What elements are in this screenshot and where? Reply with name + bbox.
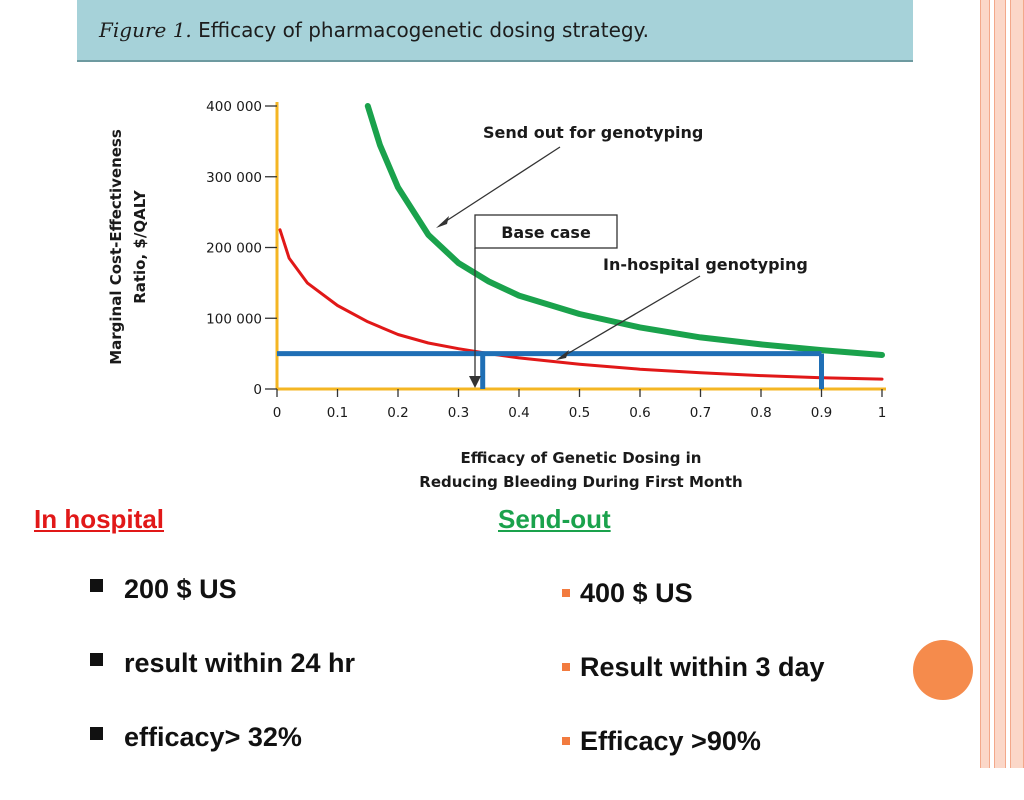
bullet-square-icon	[90, 579, 103, 592]
x-tick-label: 0.7	[690, 405, 711, 421]
figure-title-text: Efficacy of pharmacogenetic dosing strat…	[198, 18, 649, 42]
annotations: Send out for genotyping In-hospital genot…	[436, 123, 808, 388]
x-tick-label: 0.8	[750, 405, 771, 421]
decorative-circle	[913, 640, 973, 700]
figure-header: Figure 1. Efficacy of pharmacogenetic do…	[77, 0, 913, 62]
send-out-annotation-arrow	[439, 146, 561, 226]
send-out-curve	[364, 103, 885, 358]
tick-labels: 0 100 000 200 000 300 000 400 000 0 0.1 0.2 0.3 0…	[206, 99, 886, 421]
bullet-square-icon	[562, 589, 570, 597]
in-hospital-heading: In hospital	[34, 504, 164, 534]
y-tick-label: 400 000	[206, 99, 262, 115]
base-case-label: Base case	[501, 223, 591, 242]
bullet-text: 200 $ US	[124, 574, 237, 604]
bullet-text: efficacy> 32%	[124, 722, 302, 752]
y-axis-title-line: Ratio, $/QALY	[131, 189, 149, 304]
base-case-box	[474, 214, 618, 249]
y-tick-label: 200 000	[206, 241, 262, 257]
bullet-text: 400 $ US	[580, 578, 693, 608]
send-out-annotation-label: Send out for genotyping	[483, 123, 703, 142]
y-tick-label: 0	[253, 382, 262, 398]
bullet-text: result within 24 hr	[124, 648, 356, 678]
axes	[275, 102, 886, 391]
y-tick-label: 100 000	[206, 311, 262, 327]
y-axis-title-line: Marginal Cost-Effectiveness	[107, 129, 125, 365]
in-hospital-curve	[278, 228, 884, 381]
figure-label: Figure 1.	[99, 18, 192, 42]
bullet-text: Efficacy >90%	[580, 726, 761, 756]
y-axis-title: Marginal Cost-Effectiveness Ratio, $/QALY	[107, 129, 149, 365]
x-tick-label: 0.2	[387, 405, 408, 421]
x-tick-label: 0.1	[327, 405, 348, 421]
x-tick-label: 0.3	[448, 405, 469, 421]
bullet-square-icon	[90, 653, 103, 666]
y-tick-label: 300 000	[206, 170, 262, 186]
arrowhead-icon	[436, 216, 449, 228]
arrowhead-icon	[556, 350, 569, 360]
in-hospital-annotation-arrow	[561, 275, 701, 358]
x-tick-label: 0.6	[629, 405, 650, 421]
x-tick-label: 1	[878, 405, 887, 421]
figure-title: Figure 1. Efficacy of pharmacogenetic do…	[99, 18, 649, 42]
bullet-square-icon	[562, 737, 570, 745]
bullet-square-icon	[562, 663, 570, 671]
x-axis-title-line: Efficacy of Genetic Dosing in	[461, 449, 702, 467]
bullet-square-icon	[90, 727, 103, 740]
bullet-text: Result within 3 day	[580, 652, 825, 682]
x-tick-label: 0	[273, 405, 282, 421]
threshold-lines	[277, 351, 824, 389]
x-tick-label: 0.9	[811, 405, 832, 421]
x-axis-title-line: Reducing Bleeding During First Month	[419, 473, 742, 491]
x-axis-title: Efficacy of Genetic Dosing in Reducing Bl…	[419, 449, 742, 491]
arrowhead-icon	[469, 376, 481, 388]
x-tick-label: 0.4	[508, 405, 529, 421]
cost-effectiveness-chart: Marginal Cost-Effectiveness Ratio, $/QALY…	[107, 99, 886, 491]
in-hospital-annotation-label: In-hospital genotyping	[603, 255, 808, 274]
x-tick-label: 0.5	[569, 405, 590, 421]
send-out-heading: Send-out	[498, 504, 611, 534]
